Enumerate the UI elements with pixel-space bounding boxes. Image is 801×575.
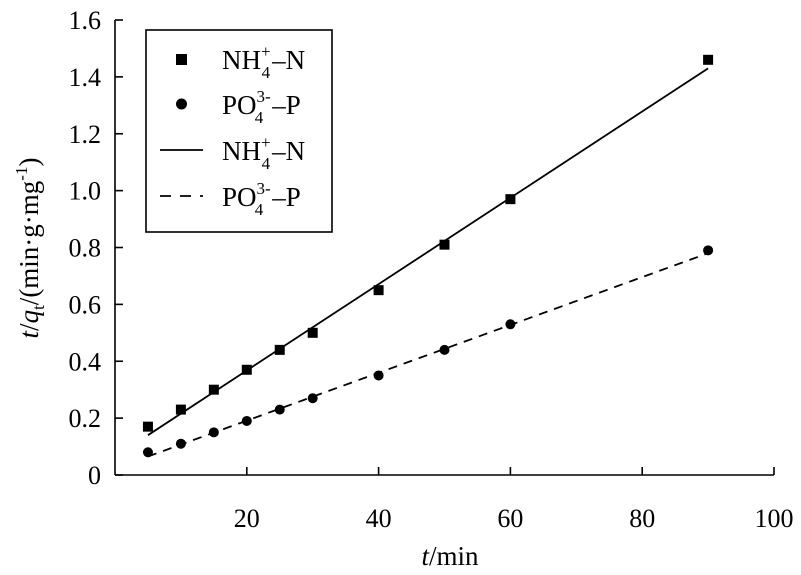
y-tick-label: 0.4 [69, 347, 102, 376]
y-axis-ticks: 0 0.2 0.4 0.6 0.8 1.0 1.2 1.4 1.6 [69, 6, 123, 490]
po4-data-point [505, 319, 516, 330]
y-tick-label: 1.0 [69, 177, 102, 206]
legend-label-nh4-points: NH+ 4–N [222, 42, 305, 82]
nh4-data-point [505, 194, 516, 205]
x-axis-ticks: 20 40 60 80 100 [234, 467, 794, 533]
x-tick-label: 40 [366, 504, 392, 533]
po4-data-point [274, 404, 285, 415]
po4-data-point [439, 344, 450, 355]
nh4-data-point [241, 364, 252, 375]
y-tick-label: 0.6 [69, 290, 102, 319]
po4-data-point [703, 245, 714, 256]
po4-data-point [142, 447, 153, 458]
nh4-data-point [373, 285, 384, 296]
nh4-data-point [703, 54, 714, 65]
nh4-fit-line [147, 67, 709, 436]
y-tick-label: 1.6 [69, 6, 102, 35]
legend-square-marker [176, 54, 187, 65]
y-tick-label: 1.2 [69, 120, 102, 149]
nh4-data-point [208, 384, 219, 395]
y-tick-label: 1.4 [69, 63, 102, 92]
legend-label-po4-fit: PO3-4 –P [222, 179, 301, 219]
legend-circle-marker [176, 98, 187, 110]
y-tick-label: 0.8 [69, 234, 102, 263]
legend-label-nh4-fit: NH+ 4–N [222, 133, 305, 173]
x-tick-label: 60 [497, 504, 523, 533]
po4-data-point [208, 427, 219, 438]
x-tick-label: 80 [629, 504, 655, 533]
x-axis-title: t/min [421, 541, 479, 571]
x-tick-label: 20 [234, 504, 260, 533]
nh4-data-point [307, 327, 318, 338]
nh4-data-point [175, 404, 186, 415]
legend-entry-nh4-fit: NH+ 4–N [160, 133, 305, 173]
legend-entry-po4-fit: PO3-4 –P [160, 179, 301, 219]
y-tick-label: 0.2 [69, 404, 102, 433]
po4-data-point [241, 415, 252, 426]
legend-entry-nh4-points: NH+ 4–N [176, 42, 305, 82]
legend-label-po4-points: PO3-4 –P [222, 87, 301, 127]
po4-data-point [307, 393, 318, 404]
y-axis-title: t/qt/(min·g·mg-1) [12, 158, 48, 339]
po4-fit-line [147, 252, 709, 458]
po4-data-point [373, 370, 384, 381]
x-tick-label: 100 [755, 504, 794, 533]
fit-lines [147, 67, 709, 458]
legend-entry-po4-points: PO3-4 –P [176, 87, 301, 127]
po4-data-point [175, 438, 186, 449]
legend: NH+ 4–N PO3-4 –P NH+ 4–N PO3-4 –P [145, 29, 333, 233]
data-markers [142, 54, 714, 458]
y-tick-label: 0 [88, 461, 101, 490]
nh4-data-point [439, 239, 450, 250]
nh4-data-point [142, 421, 153, 432]
nh4-data-point [274, 344, 285, 355]
